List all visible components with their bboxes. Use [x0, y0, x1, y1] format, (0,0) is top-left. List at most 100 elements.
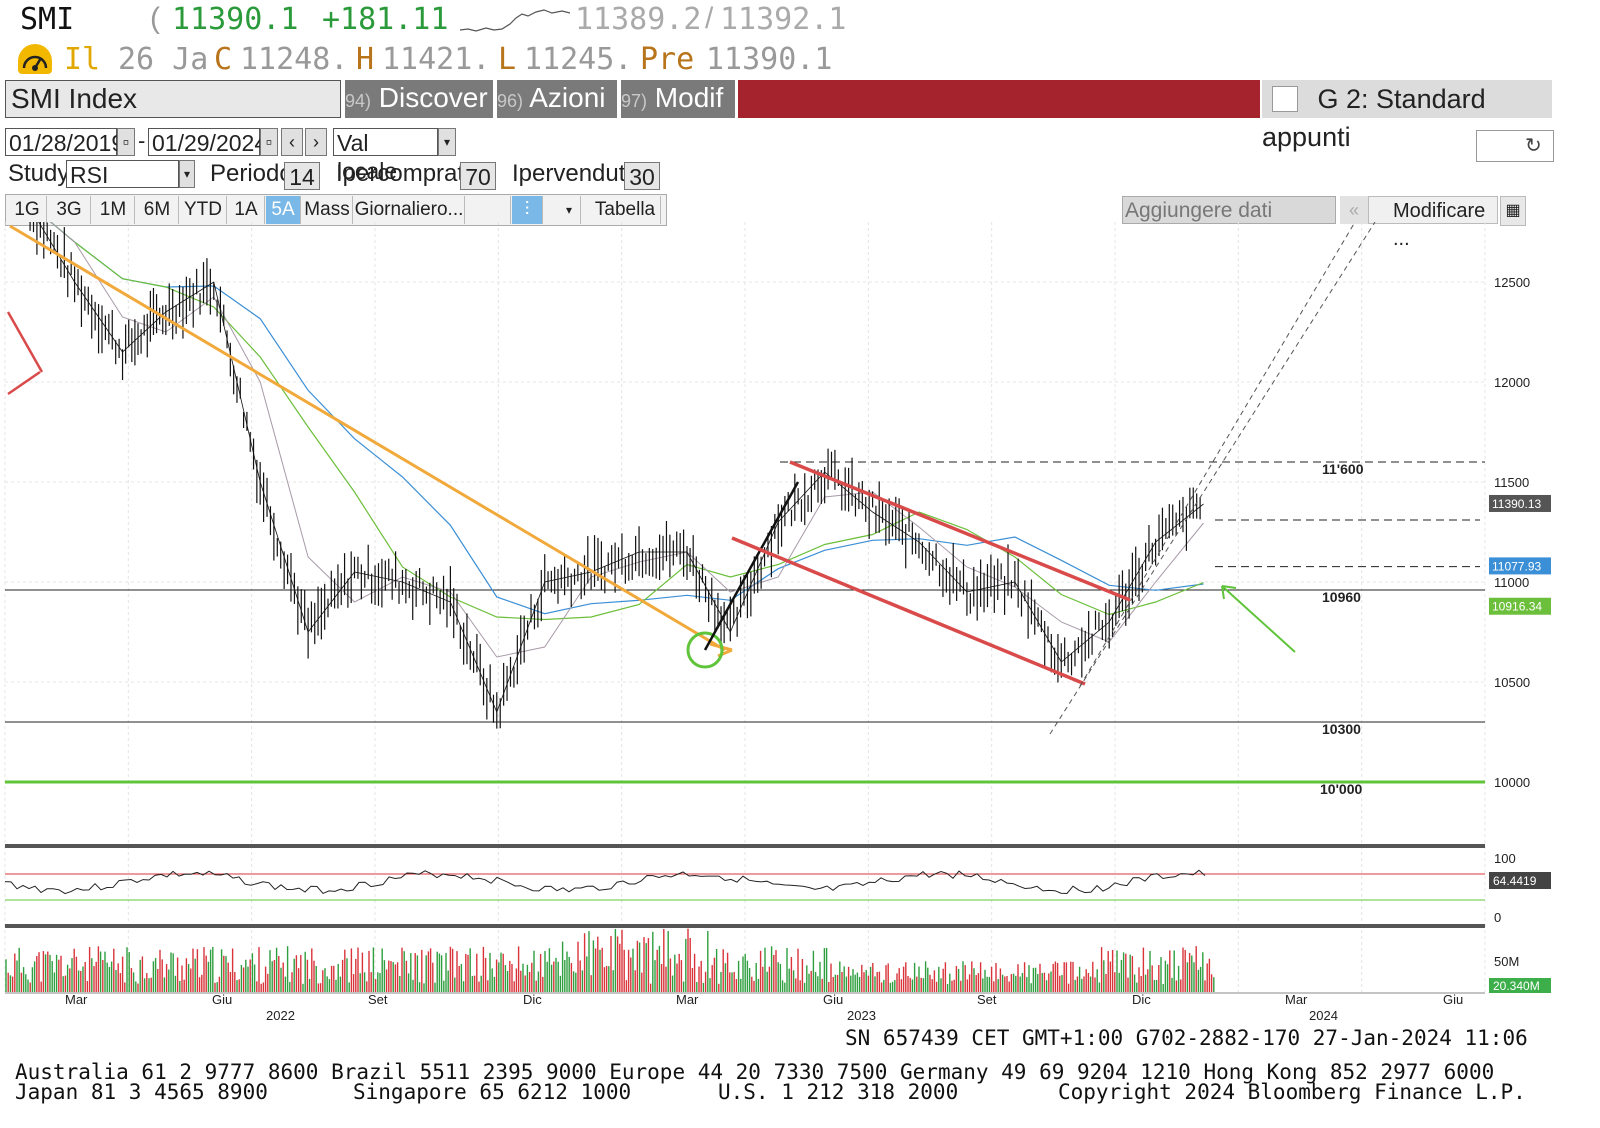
calendar-icon[interactable]: ▫	[117, 128, 135, 156]
x-month-label: Dic	[1132, 992, 1151, 1007]
next-range-button[interactable]: ›	[305, 128, 327, 156]
x-month-label: Mar	[65, 992, 88, 1007]
menu-label: Discover	[378, 82, 488, 113]
prev-label: Pre	[640, 42, 695, 77]
period-button-giornaliero[interactable]: Giornaliero...	[354, 196, 465, 224]
prev-value: 11390.1	[706, 42, 833, 77]
contact-us: U.S. 1 212 318 2000	[718, 1080, 959, 1104]
menu-label: Modif	[654, 82, 724, 113]
period-button-1a[interactable]: 1A	[228, 196, 265, 224]
menu-modif[interactable]: 97) Modif ▾	[621, 80, 735, 149]
y-tick-label: 12500	[1494, 275, 1530, 290]
menu-number: 97)	[621, 91, 648, 111]
add-data-button[interactable]: Aggiungere dati	[1122, 196, 1336, 224]
toolbar-spacer	[738, 80, 1260, 118]
chart-mode-spacer	[484, 196, 511, 224]
terminal-info: SN 657439 CET GMT+1:00 G702-2882-170 27-…	[845, 1026, 1528, 1050]
security-input[interactable]: SMI Index	[5, 80, 341, 118]
early-red-line	[7, 370, 41, 396]
x-month-label: Mar	[1285, 992, 1308, 1007]
ticker-symbol: SMI	[20, 2, 75, 37]
period-button-6m[interactable]: 6M	[136, 196, 179, 224]
ask-price: 11392.1	[720, 2, 847, 37]
trend-line-orange	[9, 224, 726, 652]
menu-label: Azioni	[529, 82, 606, 113]
currency-select[interactable]: Val locale	[333, 128, 438, 184]
level-label: 10960	[1322, 589, 1361, 605]
channel-bottom-line	[731, 536, 1086, 686]
high-value: 11421.	[382, 42, 491, 77]
level-label: 11'600	[1322, 461, 1364, 477]
menu-number: 94)	[345, 91, 372, 111]
rsi-tick-label: 0	[1494, 910, 1501, 925]
y-tick-label: 11500	[1494, 475, 1529, 490]
high-label: H	[356, 42, 375, 77]
group-selector[interactable]: G 2: Standard appunti	[1262, 80, 1552, 152]
chevron-down-icon[interactable]: ▾	[179, 160, 195, 188]
start-date-field[interactable]: 01/28/2019	[5, 128, 124, 156]
last-price: 11390.1	[172, 2, 299, 37]
menu-azioni[interactable]: 96) Azioni ▾	[497, 80, 617, 149]
period-input[interactable]: 14	[284, 162, 320, 190]
period-button-ytd[interactable]: YTD	[180, 196, 227, 224]
oversold-label: Ipervenduto	[512, 160, 639, 187]
settings-icon[interactable]: ▦	[1500, 196, 1526, 226]
y-tick-label: 11000	[1494, 575, 1529, 590]
study-label: Study	[8, 160, 70, 187]
price-tag	[1489, 494, 1551, 512]
bid-ask-separator: /	[705, 2, 714, 35]
level-label: 10300	[1322, 721, 1361, 737]
menu-discover[interactable]: 94) Discover ▾	[345, 80, 493, 149]
period-button-1m[interactable]: 1M	[92, 196, 135, 224]
rsi-line	[4, 869, 1206, 895]
period-button-3g[interactable]: 3G	[48, 196, 91, 224]
open-label: C	[214, 42, 233, 77]
contact-japan: Japan 81 3 4565 8900	[15, 1080, 268, 1104]
price-tag-label: 11390.13	[1492, 497, 1541, 511]
quote-date: 26 Ja	[118, 42, 209, 77]
end-date-field[interactable]: 01/29/2024	[148, 128, 267, 156]
period-button-1g[interactable]: 1G	[8, 196, 47, 224]
chevron-down-icon: ▾	[621, 133, 629, 149]
intraday-sparkline-icon	[459, 9, 571, 32]
x-year-label: 2023	[847, 1008, 876, 1022]
price-tag	[1489, 557, 1551, 575]
price-tag-label: 10916.34	[1492, 600, 1542, 614]
group-label: G 2: Standard appunti	[1262, 84, 1486, 152]
table-button[interactable]: Tabella	[590, 196, 661, 224]
signal-arrow-head	[1221, 585, 1225, 600]
chevron-down-icon: ▾	[497, 133, 505, 149]
study-select[interactable]: RSI	[66, 160, 179, 188]
low-label: L	[498, 42, 517, 77]
overbought-input[interactable]: 70	[460, 162, 496, 190]
x-month-label: Set	[977, 992, 997, 1007]
undo-redo-group[interactable]: ↻	[1476, 130, 1554, 162]
rsi-tick-label: 100	[1494, 851, 1516, 866]
rsi-tag	[1489, 872, 1551, 889]
impulse-line	[703, 481, 800, 651]
calendar-icon[interactable]: ▫	[260, 128, 278, 156]
chevron-down-icon[interactable]: ▾	[438, 128, 456, 156]
period-button-5a[interactable]: 5A	[266, 196, 301, 224]
speedometer-icon[interactable]	[18, 44, 52, 74]
panel-divider	[5, 844, 1485, 848]
redo-icon[interactable]: ↻	[1525, 135, 1542, 157]
chart-type-icon[interactable]: ⫶	[512, 196, 543, 224]
menu-number: 96)	[497, 91, 524, 111]
export-icon[interactable]	[1272, 86, 1298, 112]
collapse-icon[interactable]: «	[1340, 196, 1368, 224]
price-line	[38, 222, 1204, 714]
chevron-down-icon[interactable]: ▾	[558, 196, 581, 224]
prev-range-button[interactable]: ‹	[281, 128, 303, 156]
modify-button[interactable]: Modificare ...	[1368, 196, 1498, 250]
period-label: Periodo	[210, 160, 293, 187]
signal-arrow	[1221, 585, 1296, 653]
price-change: +181.11	[322, 2, 449, 37]
channel-top-line	[789, 460, 1131, 602]
contact-line: Australia 61 2 9777 8600 Brazil 5511 239…	[15, 1060, 1495, 1084]
period-button-mass[interactable]: Mass	[302, 196, 353, 224]
x-month-label: Mar	[676, 992, 699, 1007]
session-indicator: Il	[64, 42, 101, 77]
oversold-input[interactable]: 30	[624, 162, 660, 190]
y-tick-label: 12000	[1494, 375, 1530, 390]
